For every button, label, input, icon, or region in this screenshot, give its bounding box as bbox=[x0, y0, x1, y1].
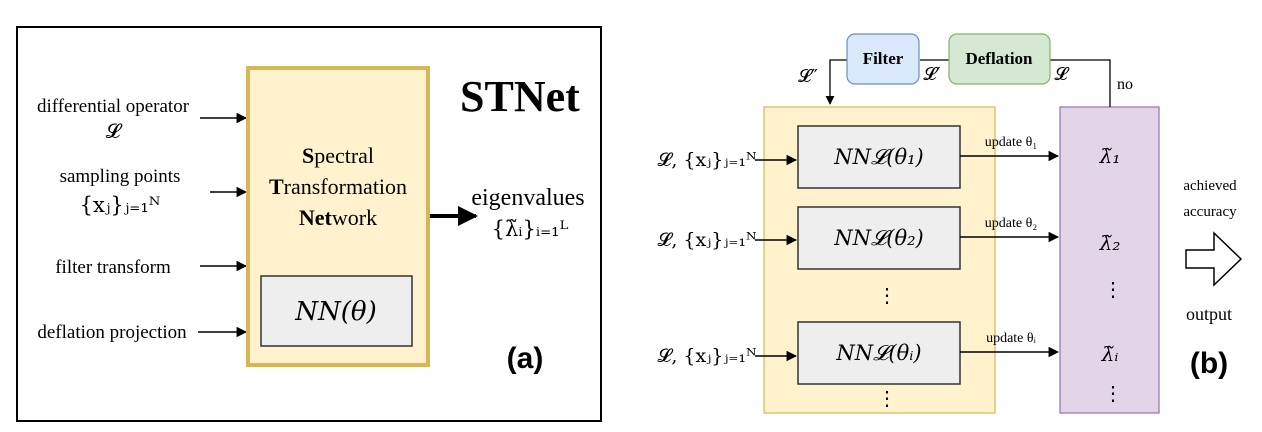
row2-input-label: 𝓛, {xⱼ}ⱼ₌₁ᴺ bbox=[658, 229, 757, 251]
output-eigen-symbol: {λ̃ᵢ}ᵢ₌₁ᴸ bbox=[492, 217, 569, 241]
row3-input-label: 𝓛, {xⱼ}ⱼ₌₁ᴺ bbox=[658, 345, 757, 367]
filter-box bbox=[846, 33, 920, 85]
input-differential-operator: differential operator bbox=[37, 96, 190, 117]
l-prime-label: 𝓛′ bbox=[923, 64, 940, 85]
achieved-label: achieved bbox=[1183, 178, 1237, 194]
nn-vdots-1: ⋮ bbox=[877, 283, 897, 307]
stnet-title: STNet bbox=[460, 72, 580, 121]
stnet-box-line3: Network bbox=[299, 205, 377, 230]
filter-label: Filter bbox=[863, 49, 904, 68]
input-sampling-points: sampling points bbox=[60, 166, 181, 187]
loop-line-left bbox=[825, 59, 847, 105]
input-operator-symbol: 𝓛 bbox=[106, 119, 123, 143]
no-label: no bbox=[1117, 76, 1133, 93]
row1-update-label: update θ₁ bbox=[985, 135, 1037, 150]
nn-vdots-2: ⋮ bbox=[877, 386, 897, 410]
nn-theta-box bbox=[260, 275, 413, 347]
stnet-box-line2: Transformation bbox=[269, 174, 407, 199]
lambda-vdots-1: ⋮ bbox=[1103, 277, 1123, 301]
panel-a-label: (a) bbox=[507, 342, 544, 375]
row1-nn-label: NN𝓛(θ₁) bbox=[833, 145, 923, 169]
output-eigenvalues: eigenvalues bbox=[471, 185, 584, 211]
loop-line-right bbox=[1050, 59, 1111, 107]
row1-lambda: λ̃₁ bbox=[1099, 144, 1121, 168]
row3-update-label: update θᵢ bbox=[986, 331, 1037, 346]
row3-nn-box bbox=[797, 321, 961, 385]
lambda-vdots-2: ⋮ bbox=[1103, 381, 1123, 405]
row1-input-label: 𝓛, {xⱼ}ⱼ₌₁ᴺ bbox=[658, 149, 757, 171]
row2-lambda: λ̃₂ bbox=[1099, 231, 1121, 255]
row2-nn-label: NN𝓛(θ₂) bbox=[833, 226, 923, 250]
accuracy-label: accuracy bbox=[1183, 204, 1237, 220]
row2-nn-box bbox=[797, 206, 961, 270]
output-label: output bbox=[1186, 304, 1232, 324]
input-sampling-symbol: {xⱼ}ⱼ₌₁ᴺ bbox=[80, 193, 161, 217]
input-filter-transform: filter transform bbox=[55, 257, 171, 278]
input-deflation-projection: deflation projection bbox=[37, 322, 187, 343]
nn-theta-label: NN(θ) bbox=[294, 297, 376, 327]
deflation-box bbox=[948, 33, 1051, 85]
row1-nn-box bbox=[797, 125, 961, 189]
l-plain-label: 𝓛 bbox=[1054, 64, 1069, 85]
panel-b-label: (b) bbox=[1190, 347, 1228, 380]
stnet-box-line1: Spectral bbox=[302, 143, 374, 168]
l-double-prime-label: 𝓛″ bbox=[798, 66, 818, 87]
output-arrow-icon bbox=[1185, 231, 1243, 287]
row2-update-label: update θ₂ bbox=[985, 216, 1038, 231]
row3-nn-label: NN𝓛(θᵢ) bbox=[835, 341, 921, 365]
row3-lambda: λ̃ᵢ bbox=[1101, 342, 1119, 366]
deflation-label: Deflation bbox=[965, 49, 1033, 68]
